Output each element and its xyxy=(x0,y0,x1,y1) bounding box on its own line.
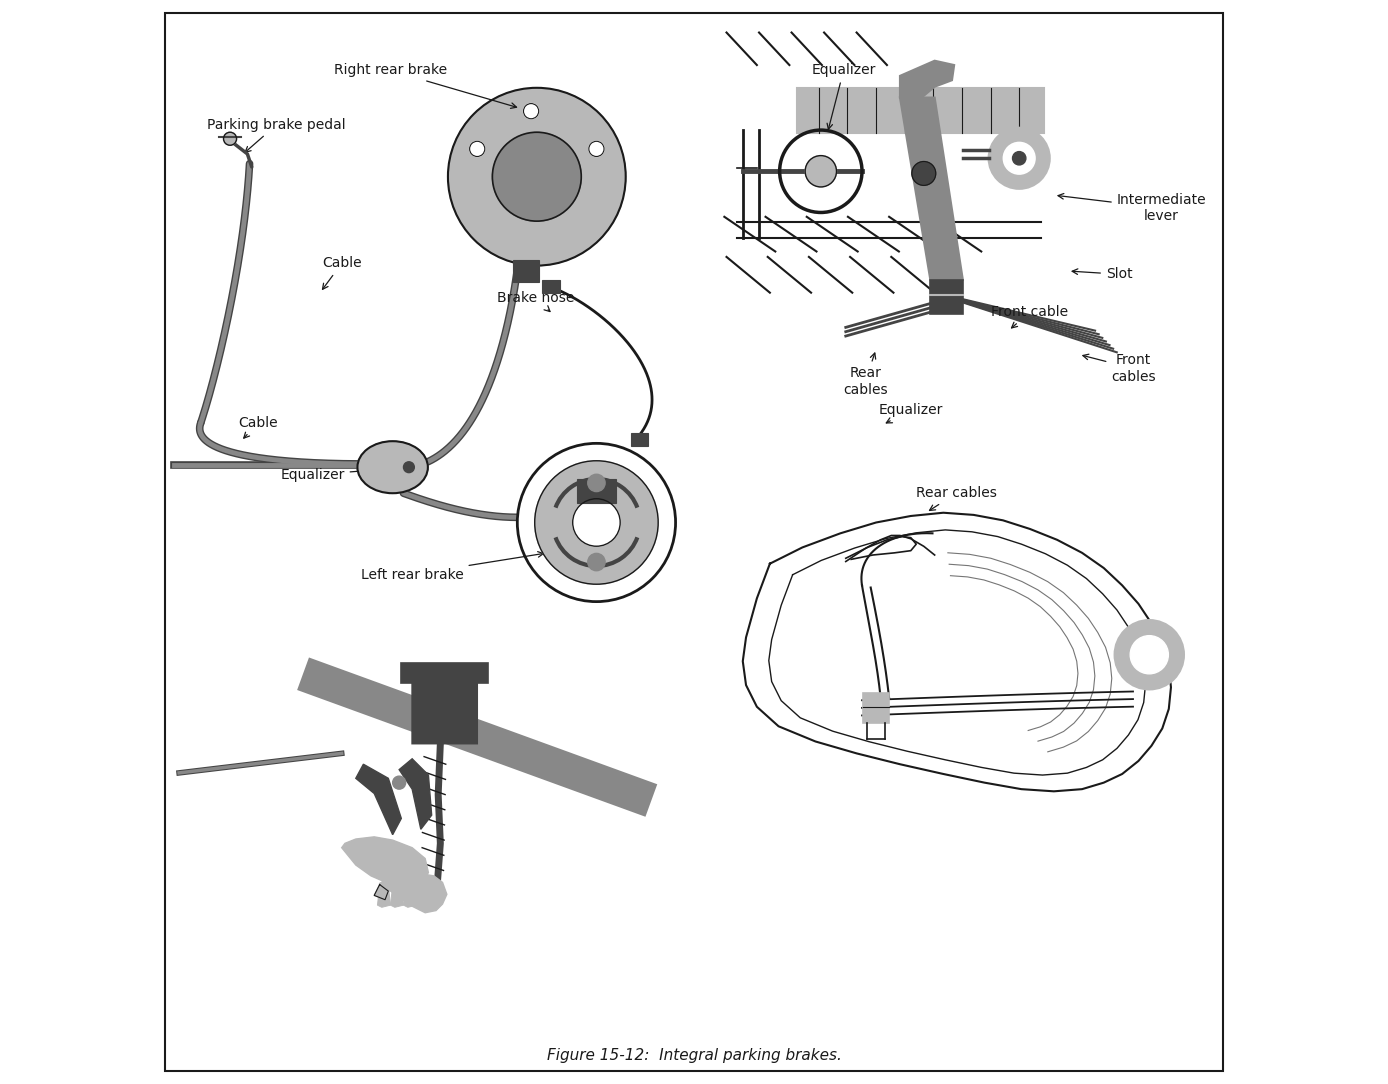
Polygon shape xyxy=(404,886,416,907)
Text: Right rear brake: Right rear brake xyxy=(335,64,516,108)
Circle shape xyxy=(393,776,405,789)
Polygon shape xyxy=(899,61,954,98)
Circle shape xyxy=(469,141,484,156)
Circle shape xyxy=(493,132,582,221)
Text: Cable: Cable xyxy=(322,257,361,289)
Circle shape xyxy=(404,462,415,473)
Text: Intermediate
lever: Intermediate lever xyxy=(1058,193,1206,223)
Circle shape xyxy=(534,461,658,584)
Polygon shape xyxy=(416,886,429,907)
Text: Rear
cables: Rear cables xyxy=(843,353,887,397)
Text: Equalizer: Equalizer xyxy=(280,467,379,481)
Text: Front cable: Front cable xyxy=(991,306,1069,328)
Text: Front
cables: Front cables xyxy=(1083,353,1156,384)
Text: Brake hose: Brake hose xyxy=(497,292,575,311)
Bar xyxy=(632,433,648,446)
Bar xyxy=(401,663,489,683)
Text: Slot: Slot xyxy=(1072,268,1133,281)
Text: Figure 15-12:  Integral parking brakes.: Figure 15-12: Integral parking brakes. xyxy=(547,1048,841,1063)
Polygon shape xyxy=(355,764,401,835)
Circle shape xyxy=(523,104,539,119)
Circle shape xyxy=(1004,142,1035,175)
Bar xyxy=(514,260,539,282)
Circle shape xyxy=(805,156,837,186)
Circle shape xyxy=(587,553,605,570)
Circle shape xyxy=(589,141,604,156)
Circle shape xyxy=(1012,152,1026,165)
Circle shape xyxy=(1115,620,1184,689)
Text: Rear cables: Rear cables xyxy=(916,487,997,511)
Polygon shape xyxy=(341,837,429,887)
Polygon shape xyxy=(380,874,447,913)
Polygon shape xyxy=(899,98,963,280)
Circle shape xyxy=(448,88,626,266)
Polygon shape xyxy=(412,664,477,744)
Bar xyxy=(863,693,890,723)
Bar xyxy=(797,88,1044,133)
Circle shape xyxy=(988,128,1049,189)
Bar xyxy=(543,280,559,293)
Circle shape xyxy=(587,475,605,492)
Text: Equalizer: Equalizer xyxy=(812,64,876,129)
Polygon shape xyxy=(298,659,657,815)
Circle shape xyxy=(1130,635,1169,674)
Polygon shape xyxy=(930,280,963,314)
Text: Left rear brake: Left rear brake xyxy=(361,552,544,581)
Bar xyxy=(577,479,616,503)
Text: Equalizer: Equalizer xyxy=(879,403,942,423)
Ellipse shape xyxy=(358,441,428,493)
Text: Parking brake pedal: Parking brake pedal xyxy=(207,118,346,152)
Circle shape xyxy=(518,443,676,602)
Polygon shape xyxy=(375,885,389,900)
Polygon shape xyxy=(378,886,390,907)
Circle shape xyxy=(223,132,236,145)
Circle shape xyxy=(573,499,620,546)
Text: Cable: Cable xyxy=(239,416,278,438)
Circle shape xyxy=(912,162,936,185)
Polygon shape xyxy=(400,759,432,829)
Polygon shape xyxy=(390,886,404,907)
